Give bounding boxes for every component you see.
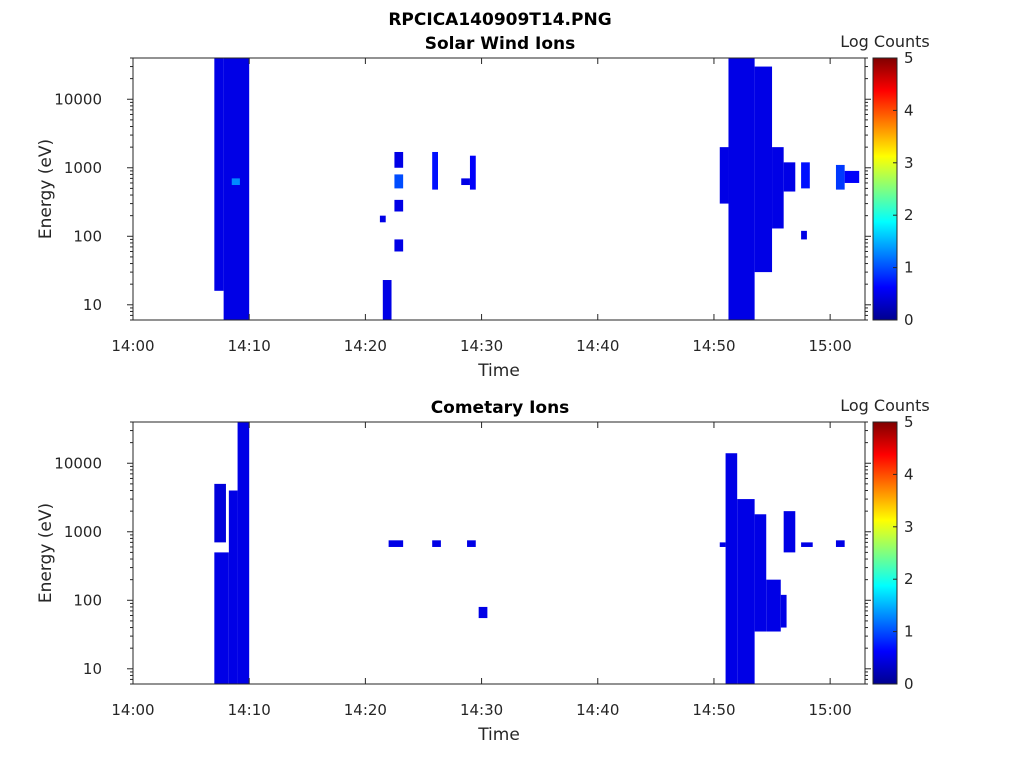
x-tick-label: 14:10	[228, 701, 271, 719]
x-axis-label: Time	[477, 361, 520, 381]
y-axis-label: Energy (eV)	[36, 139, 56, 239]
heatmap-cell	[801, 542, 813, 547]
colorbar-tick-label: 2	[904, 570, 914, 588]
x-tick-label: 14:50	[692, 337, 735, 355]
colorbar-tick-label: 3	[904, 154, 914, 172]
heatmap-cell	[214, 483, 226, 543]
y-tick-label: 10	[83, 296, 102, 314]
colorbar-tick-label: 5	[904, 49, 914, 67]
heatmap-cell	[780, 594, 787, 628]
y-axis-label: Energy (eV)	[36, 503, 56, 603]
colorbar-tick-label: 5	[904, 413, 914, 431]
heatmap-cell	[835, 164, 845, 190]
y-tick-label: 1000	[64, 159, 102, 177]
heatmap-cell	[725, 453, 738, 684]
x-tick-label: 14:30	[460, 701, 503, 719]
solar-wind-ions-panel: Solar Wind Ions 14:00 14:10 14:20 14:30 14:40…	[36, 32, 930, 381]
colorbar	[872, 57, 898, 321]
heatmap-cell	[801, 230, 807, 240]
x-tick-label: 14:00	[111, 701, 154, 719]
x-tick-label: 14:30	[460, 337, 503, 355]
colorbar-tick-label: 3	[904, 518, 914, 536]
heatmap-cell	[801, 162, 810, 189]
heatmap-cells	[214, 58, 860, 320]
colorbar-tick-label: 0	[904, 311, 914, 329]
heatmap-cell	[432, 151, 438, 190]
heatmap-cell	[214, 58, 224, 291]
colorbar-tick-label: 2	[904, 206, 914, 224]
heatmap-cell	[835, 540, 845, 547]
panel-title: Cometary Ions	[431, 398, 570, 418]
heatmap-cell	[461, 178, 470, 186]
x-tick-label: 14:20	[344, 701, 387, 719]
heatmap-cell	[783, 511, 796, 553]
y-tick-label: 10	[83, 660, 102, 678]
x-tick-label: 14:40	[576, 337, 619, 355]
heatmap-cell	[394, 174, 404, 189]
y-tick-label: 10000	[54, 454, 102, 472]
colorbar-tick-label: 0	[904, 675, 914, 693]
heatmap-cell	[469, 155, 476, 190]
colorbar	[872, 421, 898, 685]
heatmap-cell	[394, 199, 404, 212]
heatmap-cell	[754, 514, 767, 632]
y-tick-label: 100	[73, 591, 102, 609]
x-tick-label: 15:00	[809, 701, 852, 719]
plot-frame	[132, 57, 866, 321]
colorbar-title: Log Counts	[840, 396, 930, 415]
heatmap-cell	[214, 552, 229, 684]
heatmap-cell	[728, 58, 755, 320]
heatmap-cell	[478, 606, 488, 619]
figure-title: RPCICA140909T14.PNG	[388, 10, 611, 30]
heatmap-cell	[382, 280, 392, 320]
heatmap-cell	[754, 66, 773, 273]
colorbar-tick-label: 4	[904, 465, 914, 483]
x-tick-label: 14:50	[692, 701, 735, 719]
heatmap-cells	[214, 422, 845, 684]
panel-title: Solar Wind Ions	[425, 34, 576, 54]
x-tick-label: 14:40	[576, 701, 619, 719]
x-axis-label: Time	[477, 725, 520, 745]
heatmap-cell	[394, 151, 404, 168]
heatmap-cell	[719, 147, 729, 204]
x-tick-label: 14:00	[111, 337, 154, 355]
heatmap-cell	[844, 170, 860, 183]
heatmap-cell	[737, 499, 755, 684]
heatmap-cell	[388, 540, 404, 547]
x-tick-label: 15:00	[809, 337, 852, 355]
heatmap-cell	[223, 58, 250, 320]
y-tick-label: 10000	[54, 90, 102, 108]
colorbar-title: Log Counts	[840, 32, 930, 51]
heatmap-cell	[394, 239, 404, 252]
x-tick-label: 14:10	[228, 337, 271, 355]
y-tick-label: 1000	[64, 523, 102, 541]
heatmap-cell	[432, 540, 441, 547]
heatmap-cell	[467, 540, 476, 547]
heatmap-cell	[379, 215, 386, 223]
heatmap-cell	[719, 542, 726, 547]
heatmap-cell	[783, 162, 796, 192]
colorbar-tick-label: 4	[904, 101, 914, 119]
plot-frame	[132, 421, 866, 685]
colorbar-tick-label: 1	[904, 623, 914, 641]
x-tick-label: 14:20	[344, 337, 387, 355]
heatmap-cell	[766, 579, 781, 632]
heatmap-cell	[772, 147, 784, 229]
y-tick-label: 100	[73, 227, 102, 245]
heatmap-cell	[228, 490, 238, 684]
heatmap-cell	[231, 178, 240, 186]
heatmap-cell	[237, 422, 250, 684]
colorbar-tick-label: 1	[904, 259, 914, 277]
